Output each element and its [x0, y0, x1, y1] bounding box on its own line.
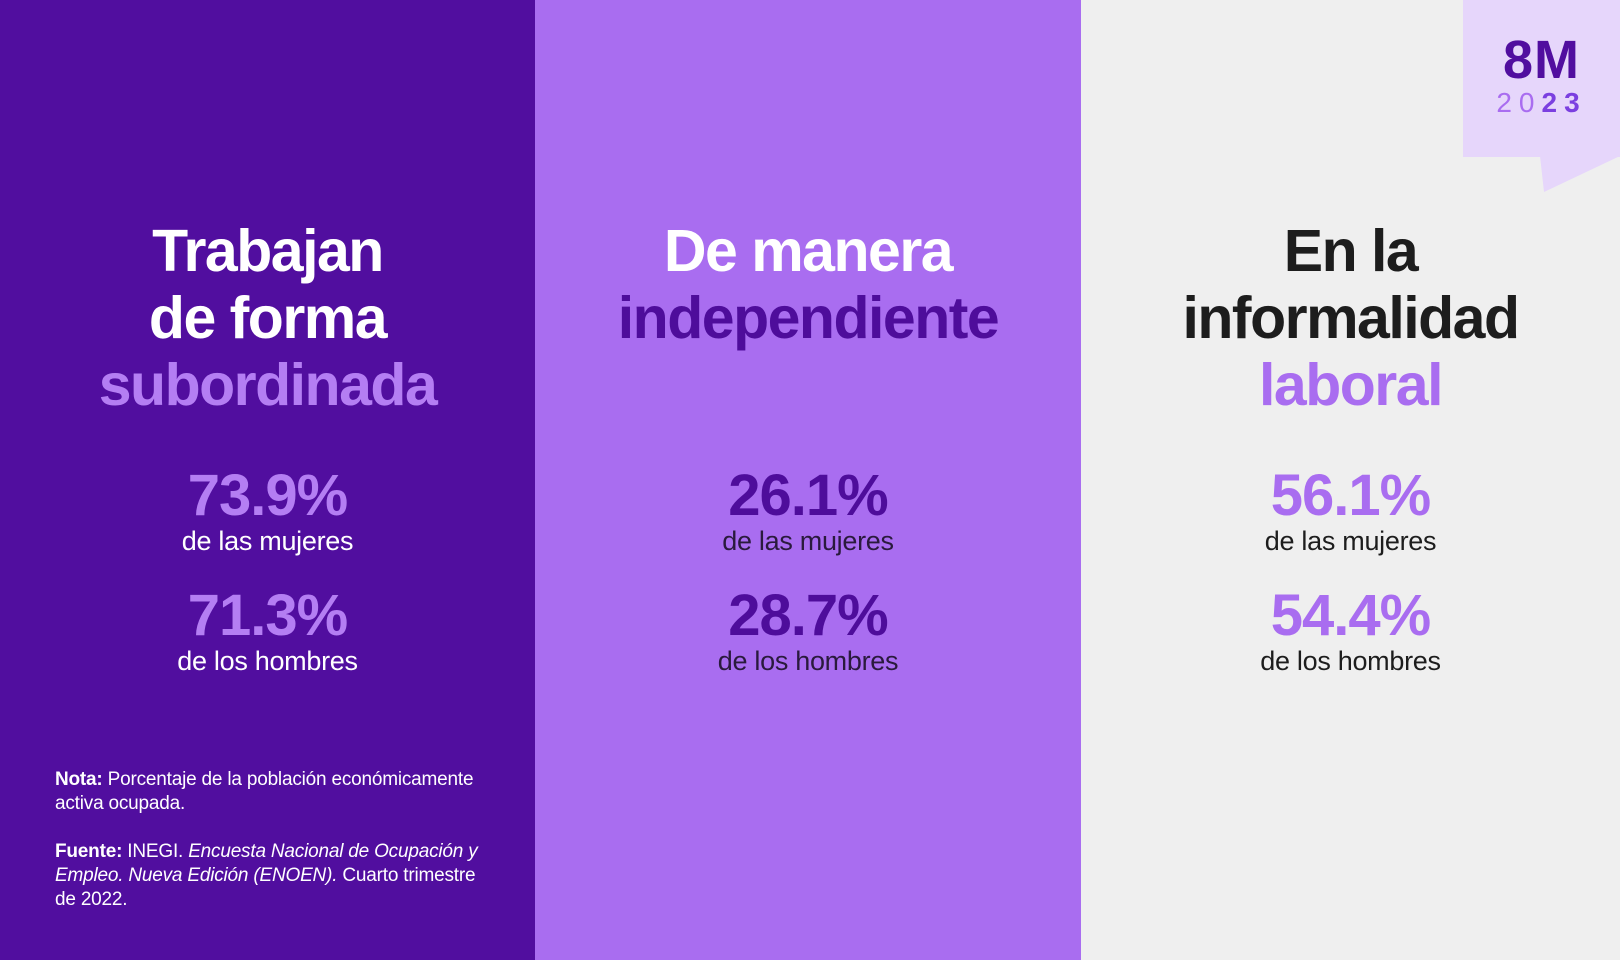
heading-line: informalidad: [1182, 285, 1520, 351]
8m-badge-logo: 8M 2023: [1463, 0, 1620, 157]
stat-label: de los hombres: [1260, 646, 1441, 676]
stat-label: de los hombres: [717, 646, 899, 676]
panel-subordinada: Trabajan de forma subordinada 73.9% de l…: [0, 0, 535, 960]
stat-label: de las mujeres: [722, 526, 894, 556]
badge-year-bold: 23: [1541, 87, 1587, 118]
stat-label: de las mujeres: [181, 526, 354, 556]
stat-men: 54.4% de los hombres: [1081, 583, 1620, 677]
panel-informalidad: En la informalidad laboral 56.1% de las …: [1081, 0, 1620, 960]
note: Nota: Porcentaje de la población económi…: [55, 768, 495, 816]
panel-heading: De manera independiente: [535, 218, 1081, 352]
footnotes: Nota: Porcentaje de la población económi…: [55, 768, 495, 936]
stat-women: 26.1% de las mujeres: [535, 463, 1081, 557]
badge-title: 8M: [1502, 30, 1580, 90]
source: Fuente: INEGI. Encuesta Nacional de Ocup…: [55, 840, 495, 912]
stat-women: 73.9% de las mujeres: [0, 463, 535, 557]
heading-line-accent: subordinada: [98, 352, 438, 418]
stat-value: 56.1%: [1270, 463, 1431, 528]
note-text: Porcentaje de la población económicament…: [55, 769, 474, 814]
stat-men: 28.7% de los hombres: [535, 583, 1081, 677]
source-period: Cuarto trimestre de 2022.: [55, 865, 476, 910]
heading-line: Trabajan: [152, 218, 384, 284]
stat-label: de los hombres: [177, 646, 358, 676]
panel-independiente: De manera independiente 26.1% de las muj…: [535, 0, 1081, 960]
heading-line-accent: independiente: [617, 285, 1000, 351]
heading-line: De manera: [663, 218, 954, 284]
stat-label: de las mujeres: [1264, 526, 1437, 556]
stat-men: 71.3% de los hombres: [0, 583, 535, 677]
source-title: Encuesta Nacional de Ocupación y Empleo.…: [55, 841, 478, 886]
source-text: INEGI.: [122, 841, 189, 862]
speech-bubble-tail-icon: [1540, 156, 1620, 192]
stat-value: 28.7%: [728, 583, 888, 648]
panel-heading: Trabajan de forma subordinada: [0, 218, 535, 419]
heading-line: de forma: [148, 285, 388, 351]
heading-line-accent: laboral: [1259, 352, 1443, 418]
note-label: Nota:: [55, 769, 103, 790]
stat-value: 54.4%: [1270, 583, 1431, 648]
badge-year: 2023: [1463, 88, 1620, 118]
heading-line: En la: [1283, 218, 1419, 284]
badge-year-light: 20: [1496, 87, 1542, 118]
panel-heading: En la informalidad laboral: [1081, 218, 1620, 419]
stat-value: 71.3%: [187, 583, 348, 648]
stat-value: 73.9%: [187, 463, 348, 528]
stat-women: 56.1% de las mujeres: [1081, 463, 1620, 557]
stat-value: 26.1%: [728, 463, 888, 528]
source-label: Fuente:: [55, 841, 123, 862]
